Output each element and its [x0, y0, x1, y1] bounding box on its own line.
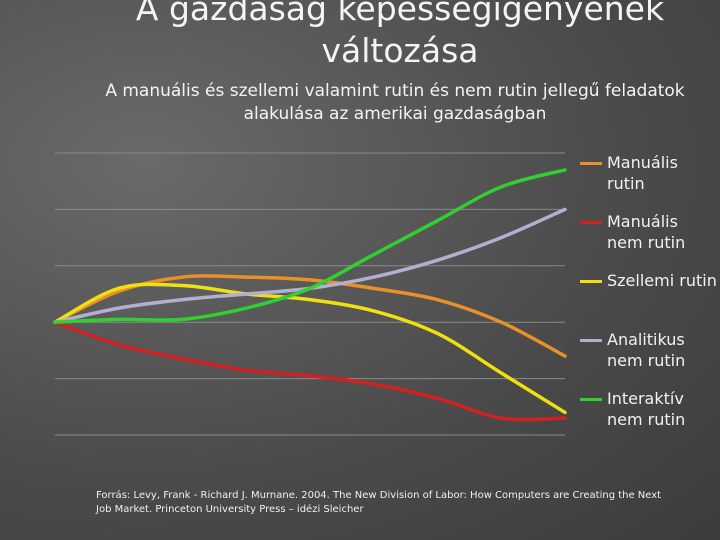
legend-swatch — [580, 162, 602, 165]
legend-label: Manuális nem rutin — [607, 212, 686, 252]
line-series — [53, 320, 567, 422]
legend-item: Szellemi rutin — [580, 270, 720, 329]
legend-swatch — [580, 221, 602, 224]
slide-title: A gazdaság képességigényének változása — [135, 0, 665, 70]
legend: Manuális rutin Manuális nem rutin Szellemi… — [580, 152, 720, 447]
legend-item: Manuális nem rutin — [580, 211, 720, 270]
legend-item: Analitikus nem rutin — [580, 329, 720, 388]
legend-swatch — [580, 339, 602, 342]
line-series — [53, 282, 567, 415]
line-series — [53, 168, 567, 324]
legend-label: Interaktív nem rutin — [607, 389, 686, 429]
legend-swatch — [580, 398, 602, 401]
chart-subtitle: A manuális és szellemi valamint rutin és… — [105, 81, 685, 124]
legend-item: Interaktív nem rutin — [580, 388, 720, 447]
source-note: Forrás: Levy, Frank - Richard J. Murnane… — [96, 490, 662, 515]
legend-item: Manuális rutin — [580, 152, 720, 211]
legend-swatch — [580, 280, 602, 283]
legend-label: Szellemi rutin — [607, 271, 717, 290]
legend-label: Analitikus nem rutin — [607, 330, 686, 370]
legend-label: Manuális rutin — [607, 153, 678, 193]
